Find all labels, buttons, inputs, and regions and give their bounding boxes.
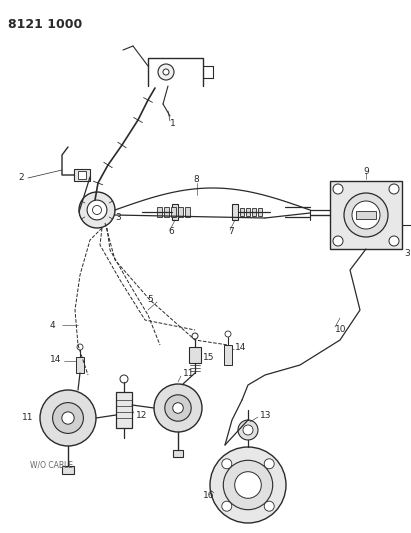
Circle shape xyxy=(344,193,388,237)
Bar xyxy=(62,466,74,474)
Text: 4: 4 xyxy=(50,320,55,329)
Bar xyxy=(172,204,178,220)
Circle shape xyxy=(243,425,253,435)
Circle shape xyxy=(223,461,273,510)
Bar xyxy=(224,345,232,365)
Circle shape xyxy=(79,192,115,228)
Text: 13: 13 xyxy=(260,410,272,419)
Circle shape xyxy=(389,184,399,194)
Circle shape xyxy=(264,459,274,469)
Circle shape xyxy=(173,403,183,413)
Circle shape xyxy=(158,64,174,80)
Bar xyxy=(356,211,376,219)
Bar xyxy=(246,208,250,216)
Text: 14: 14 xyxy=(235,343,246,351)
Bar xyxy=(76,357,84,373)
Bar xyxy=(330,181,402,249)
Text: 15: 15 xyxy=(203,352,215,361)
Text: 10: 10 xyxy=(335,326,346,335)
Circle shape xyxy=(120,375,128,383)
Bar xyxy=(116,392,132,428)
Bar xyxy=(74,169,90,181)
Text: 6: 6 xyxy=(168,228,174,237)
Circle shape xyxy=(264,501,274,511)
Text: 5: 5 xyxy=(147,295,153,304)
Bar xyxy=(232,204,238,220)
Circle shape xyxy=(53,402,83,433)
Bar xyxy=(240,208,244,216)
Bar xyxy=(173,450,183,457)
Bar xyxy=(171,207,176,217)
Circle shape xyxy=(238,420,258,440)
Bar xyxy=(157,207,162,217)
Text: 1: 1 xyxy=(170,119,176,128)
Text: 8: 8 xyxy=(193,175,199,184)
Circle shape xyxy=(333,184,343,194)
Bar xyxy=(185,207,190,217)
Text: 2: 2 xyxy=(18,174,23,182)
Bar xyxy=(178,207,183,217)
Circle shape xyxy=(222,501,232,511)
Text: 12: 12 xyxy=(136,410,148,419)
Circle shape xyxy=(154,384,202,432)
Circle shape xyxy=(222,459,232,469)
Circle shape xyxy=(77,344,83,350)
Circle shape xyxy=(165,395,191,421)
Text: 16: 16 xyxy=(203,490,215,499)
Text: 7: 7 xyxy=(228,228,234,237)
Circle shape xyxy=(333,236,343,246)
Bar xyxy=(78,171,86,179)
Circle shape xyxy=(352,201,380,229)
Bar xyxy=(252,208,256,216)
Circle shape xyxy=(192,333,198,339)
Text: W/O CABLE: W/O CABLE xyxy=(30,461,73,470)
Text: 11: 11 xyxy=(183,369,194,378)
Text: 14: 14 xyxy=(50,356,61,365)
Circle shape xyxy=(40,390,96,446)
Circle shape xyxy=(92,206,102,214)
Circle shape xyxy=(87,200,107,220)
Text: 9: 9 xyxy=(363,166,369,175)
Circle shape xyxy=(210,447,286,523)
Bar xyxy=(164,207,169,217)
Bar xyxy=(258,208,262,216)
Text: 3: 3 xyxy=(115,214,121,222)
Text: 3: 3 xyxy=(404,249,410,259)
Circle shape xyxy=(62,412,74,424)
Text: 8121 1000: 8121 1000 xyxy=(8,18,82,31)
Circle shape xyxy=(225,331,231,337)
Circle shape xyxy=(235,472,261,498)
Text: 11: 11 xyxy=(22,414,34,423)
Bar xyxy=(189,347,201,363)
Circle shape xyxy=(163,69,169,75)
Circle shape xyxy=(389,236,399,246)
